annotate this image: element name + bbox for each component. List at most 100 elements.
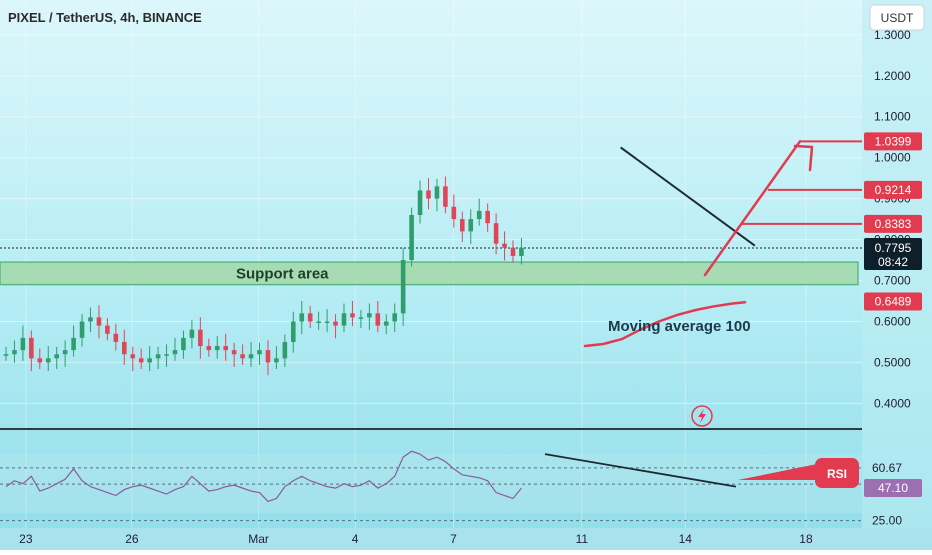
candle-body <box>130 354 136 359</box>
time-tick-label: 11 <box>576 532 589 546</box>
candle-body <box>468 219 474 232</box>
support-area-label: Support area <box>236 265 329 282</box>
candle-body <box>181 337 186 351</box>
candle-body <box>519 247 524 256</box>
price-tag-label: 0.9214 <box>875 183 912 197</box>
pane-divider <box>0 428 862 430</box>
time-tick-label: 18 <box>799 532 813 546</box>
price-tag-label: 0.8383 <box>875 217 912 231</box>
rsi-callout-pointer <box>738 463 822 480</box>
candle-body <box>12 350 17 355</box>
candle-body <box>88 317 93 322</box>
rsi-line <box>5 450 522 503</box>
candle-body <box>240 354 245 359</box>
time-tick-label: 7 <box>450 532 457 546</box>
candle-body <box>367 313 372 318</box>
rsi-current-box <box>864 478 922 497</box>
candle-body <box>265 350 271 363</box>
candle-body <box>510 247 516 256</box>
candle-body <box>71 337 76 351</box>
candle-body <box>79 321 85 338</box>
candle-body <box>341 313 347 326</box>
time-axis-bg <box>0 528 932 550</box>
candle-body <box>54 354 59 359</box>
candle-body <box>155 354 161 359</box>
candle-body <box>324 321 330 323</box>
candle-body <box>214 346 220 351</box>
candle-body <box>350 313 355 318</box>
candle-body <box>299 313 305 322</box>
time-axis[interactable]: 23 26 Mar 4 7 11 14 18 <box>0 528 932 550</box>
candle-body <box>62 350 68 355</box>
candle-body <box>105 325 110 334</box>
candle-body <box>274 358 279 363</box>
candle-body <box>96 317 102 326</box>
rsi-callout-label: RSI <box>827 467 847 481</box>
candle-body <box>231 350 237 355</box>
moving-average-label: Moving average 100 <box>608 318 751 335</box>
currency-button[interactable]: USDT <box>869 4 925 31</box>
current-price-label: 0.7795 <box>875 241 912 255</box>
time-tick-label: 23 <box>19 532 33 546</box>
candle-body <box>20 337 26 351</box>
candle-body <box>37 358 43 363</box>
support-area-box <box>0 261 859 286</box>
candle-body <box>426 190 431 199</box>
time-tick-label: 4 <box>352 532 359 546</box>
candle-body <box>291 321 296 342</box>
candle-body <box>282 341 288 359</box>
time-tick-label: 26 <box>125 532 139 546</box>
candle-body <box>223 346 228 351</box>
rsi-callout-box <box>815 458 859 488</box>
candle-body <box>460 219 465 232</box>
candle-body <box>502 243 507 248</box>
candle-body <box>358 317 364 319</box>
price-tag-label: 0.6489 <box>875 294 912 308</box>
candle-body <box>307 313 313 322</box>
candle-body <box>485 210 490 224</box>
candle-body <box>29 337 34 359</box>
projection-path <box>703 140 802 277</box>
price-tick-label: 1.0000 <box>874 151 911 165</box>
price-tick-label: 0.7000 <box>874 274 911 288</box>
candle-body <box>316 321 321 323</box>
price-tag-box <box>864 180 922 199</box>
candle-body <box>113 333 119 342</box>
projection-arrowhead <box>793 144 814 172</box>
trend-line <box>620 146 756 247</box>
candle-body <box>434 186 440 199</box>
candle-body <box>333 321 338 326</box>
candle-body <box>375 313 381 326</box>
rsi-tick-label: 60.67 <box>872 461 902 475</box>
candle-body <box>3 354 9 356</box>
currency-label: USDT <box>881 11 914 25</box>
price-tag-box <box>864 214 922 233</box>
candle-body <box>45 358 51 363</box>
candle-body <box>206 346 212 351</box>
price-tag-box <box>864 292 922 311</box>
countdown-label: 08:42 <box>878 255 908 269</box>
price-tick-label: 0.5000 <box>874 355 911 369</box>
lightning-icon[interactable] <box>691 405 713 427</box>
price-tick-label: 0.4000 <box>874 396 911 410</box>
candles <box>3 176 524 376</box>
candle-body <box>392 313 397 322</box>
candle-body <box>198 329 203 347</box>
price-tick-label: 1.2000 <box>874 69 911 83</box>
price-scale-bg <box>862 0 932 550</box>
projection-arrows <box>703 140 862 277</box>
candle-body <box>443 186 448 207</box>
candle-body <box>138 358 144 363</box>
time-tick-label: 14 <box>679 532 693 546</box>
rsi-tick-label: 25.00 <box>872 514 902 528</box>
candle-body <box>189 329 195 338</box>
price-tick-label: 1.1000 <box>874 110 911 124</box>
moving-average-line <box>583 300 747 348</box>
candle-body <box>172 350 178 355</box>
price-tag-box <box>864 132 922 151</box>
candle-body <box>417 190 423 215</box>
time-tick-label: Mar <box>248 532 269 546</box>
